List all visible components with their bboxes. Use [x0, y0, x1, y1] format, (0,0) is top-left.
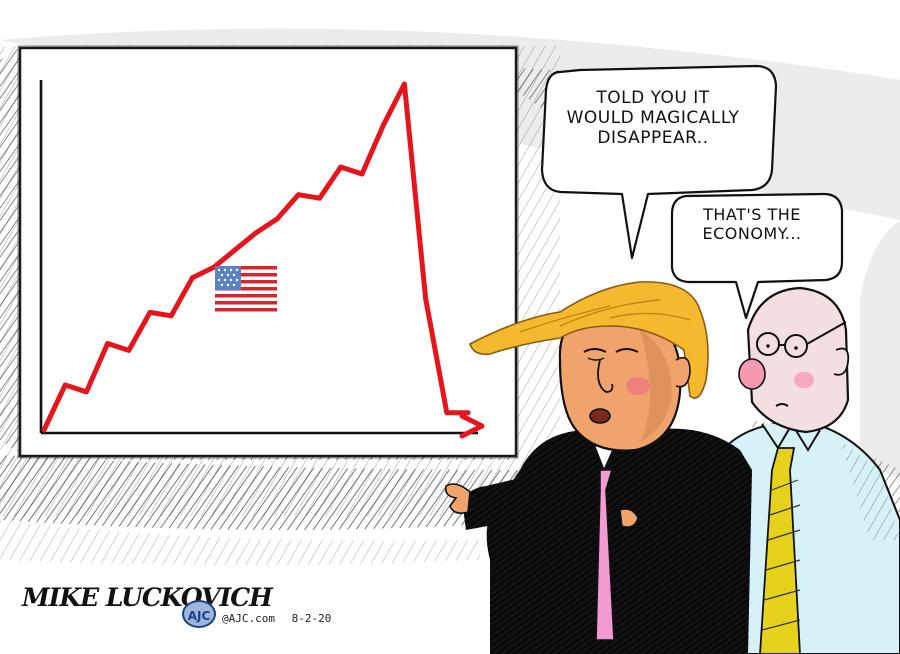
speech-line: THAT'S THE: [703, 205, 801, 224]
chart-point: [338, 164, 344, 170]
speech-bubble-trump: [540, 64, 778, 260]
chart-arrow-head: [459, 413, 485, 439]
speech-line: DISAPPEAR..: [597, 128, 709, 149]
chart-point: [253, 230, 259, 236]
chart-point: [190, 275, 195, 281]
chart-point: [84, 389, 89, 395]
chart-point: [126, 348, 132, 353]
chart-point: [232, 247, 238, 253]
speech-text-trump: TOLD YOU IT WOULD MAGICALLY DISAPPEAR..: [548, 88, 758, 148]
date-text: 8-2-20: [291, 612, 332, 625]
chart-point: [168, 313, 174, 319]
pointing-hand: [444, 483, 471, 514]
site-text: @AJC.com: [222, 612, 275, 625]
speech-text-staffer: THAT'S THE ECONOMY...: [676, 205, 828, 244]
chart-board: [17, 45, 519, 459]
chart-point: [465, 410, 471, 416]
chart-point: [62, 382, 68, 388]
credit-line: @AJC.com 8-2-20: [222, 612, 341, 625]
us-flag-icon: [215, 266, 277, 312]
chart-point: [423, 296, 428, 301]
speech-bubble-staffer: [670, 192, 844, 320]
chart-point: [274, 216, 280, 222]
chart-point: [296, 192, 301, 198]
chart-point: [41, 427, 47, 433]
chart-point: [317, 195, 322, 201]
chart-point: [380, 123, 386, 128]
chart-point: [402, 81, 407, 87]
trump-figure: [444, 281, 752, 654]
chart-point: [444, 410, 450, 416]
chart-point: [105, 341, 110, 346]
speech-line: TOLD YOU IT: [596, 88, 710, 108]
speech-line: WOULD MAGICALLY: [566, 108, 740, 129]
chart-series: [41, 81, 471, 433]
ajc-logo-badge: AJC: [182, 600, 216, 628]
artist-signature: MIKE LUCKOVICH: [22, 583, 273, 612]
chart-point: [359, 171, 365, 177]
speech-line: ECONOMY...: [702, 223, 802, 243]
chart-point: [147, 310, 153, 315]
chart-point: [211, 265, 217, 270]
